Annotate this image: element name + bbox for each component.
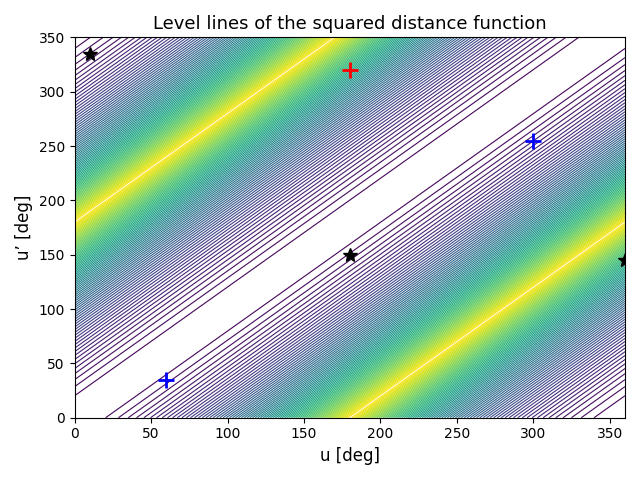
X-axis label: u [deg]: u [deg]: [320, 447, 380, 465]
Title: Level lines of the squared distance function: Level lines of the squared distance func…: [153, 15, 547, 33]
Y-axis label: u’ [deg]: u’ [deg]: [15, 195, 33, 260]
